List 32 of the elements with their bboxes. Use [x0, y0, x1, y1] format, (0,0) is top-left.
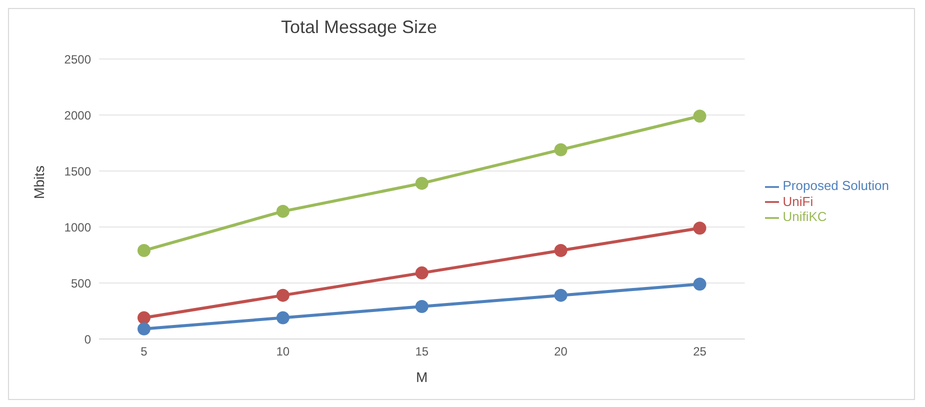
x-tick-label: 25	[693, 344, 707, 359]
point	[693, 110, 706, 123]
point	[554, 288, 568, 302]
y-tick-label: 2000	[64, 108, 92, 122]
x-tick-label: 5	[140, 344, 148, 359]
x-tick-label: 10	[276, 344, 290, 359]
point	[276, 311, 290, 324]
y-axis-title: Mbits	[30, 166, 47, 199]
point	[554, 244, 568, 258]
x-tick-label: 15	[415, 344, 429, 359]
x-axis-title: M	[416, 369, 428, 385]
y-tick-label: 500	[70, 276, 92, 290]
point	[693, 278, 706, 291]
chart-title: Total Message Size	[280, 17, 438, 38]
point	[276, 204, 290, 218]
point	[693, 222, 706, 235]
point	[415, 300, 428, 314]
point	[415, 176, 428, 190]
y-tick-label: 2500	[64, 52, 92, 66]
y-tick-label: 1500	[64, 164, 92, 178]
y-tick-label: 1000	[64, 220, 92, 234]
legend-label: UnifiKC	[782, 209, 827, 224]
x-tick-label: 20	[554, 344, 568, 359]
legend-label: UniFi	[782, 194, 814, 209]
y-tick-label: 0	[84, 332, 92, 346]
point	[276, 288, 290, 302]
legend-label: Proposed Solution	[782, 178, 889, 194]
point	[138, 311, 150, 324]
point	[415, 266, 428, 280]
point	[554, 143, 568, 156]
point	[138, 322, 150, 336]
point	[138, 244, 150, 258]
